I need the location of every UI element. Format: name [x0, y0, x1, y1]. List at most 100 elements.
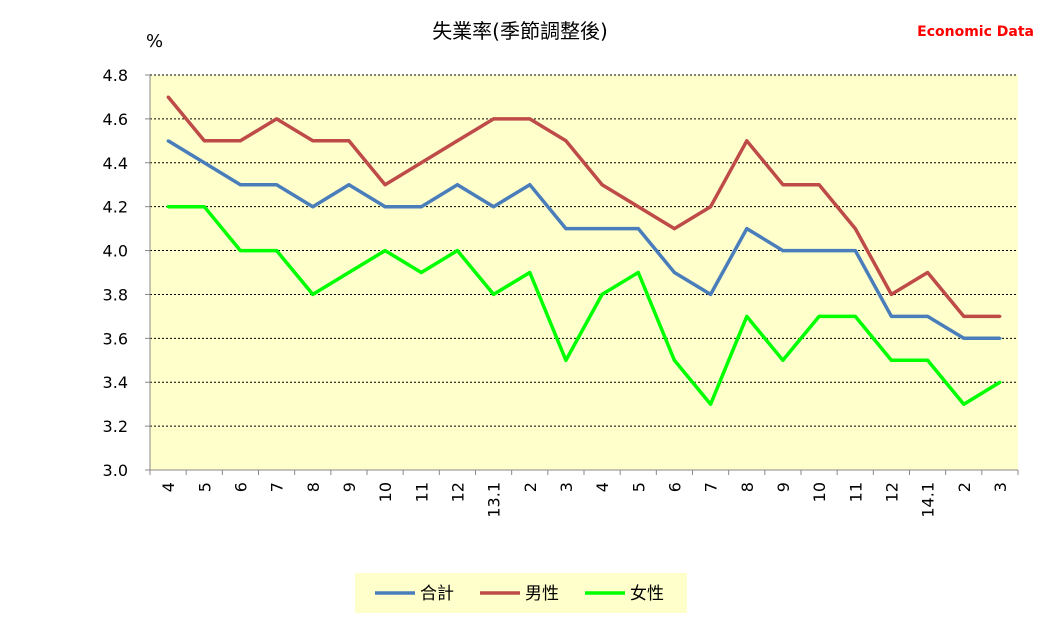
x-tick-label: 3	[557, 482, 576, 492]
data-point	[564, 139, 568, 143]
data-point	[781, 183, 785, 187]
data-point	[564, 358, 568, 362]
data-point	[998, 380, 1002, 384]
data-point	[166, 95, 170, 99]
x-tick-label: 9	[774, 482, 793, 492]
data-point	[166, 139, 170, 143]
data-point	[709, 402, 713, 406]
data-point	[962, 402, 966, 406]
data-point	[455, 139, 459, 143]
x-tick-label: 2	[955, 482, 974, 492]
plot-area	[150, 75, 1018, 470]
x-tick-label: 10	[810, 482, 829, 502]
x-tick-label: 10	[376, 482, 395, 502]
data-point	[455, 249, 459, 253]
data-point	[166, 205, 170, 209]
data-point	[962, 314, 966, 318]
data-point	[781, 358, 785, 362]
data-point	[998, 314, 1002, 318]
data-point	[817, 183, 821, 187]
data-point	[419, 271, 423, 274]
y-tick-label: 4.2	[103, 198, 128, 217]
data-point	[528, 271, 532, 274]
legend-label: 女性	[630, 584, 664, 604]
x-tick-label: 12	[448, 482, 467, 502]
data-point	[745, 314, 749, 318]
data-point	[455, 183, 459, 187]
data-point	[926, 314, 930, 318]
x-tick-label: 7	[702, 482, 721, 492]
data-point	[275, 117, 279, 121]
data-point	[817, 249, 821, 253]
data-point	[311, 292, 315, 296]
data-point	[889, 358, 893, 362]
data-point	[672, 358, 676, 362]
x-tick-label: 8	[738, 482, 757, 492]
data-point	[853, 314, 857, 318]
x-axis-ticks: 4 5 6 7 8 9 10 11 12 13.1 2 3 4 5 6 7 8 9 10 11 12 14.1 2 3	[149, 470, 1019, 518]
data-point	[492, 292, 496, 296]
data-point	[745, 227, 749, 231]
chart-title: 失業率(季節調整後)	[432, 19, 608, 43]
y-tick-label: 4.6	[103, 110, 128, 129]
y-tick-label: 3.8	[103, 285, 128, 304]
data-point	[492, 117, 496, 121]
data-point	[202, 139, 206, 143]
unit-label: %	[146, 31, 163, 52]
x-tick-label: 14.1	[919, 482, 938, 518]
data-point	[564, 227, 568, 231]
data-point	[600, 183, 604, 187]
data-point	[492, 205, 496, 209]
data-point	[238, 183, 242, 187]
x-tick-label: 6	[231, 482, 250, 492]
data-point	[709, 292, 713, 296]
series-lines	[166, 95, 1002, 406]
x-tick-label: 9	[340, 482, 359, 492]
data-point	[347, 139, 351, 143]
series-line-1	[166, 95, 1000, 319]
y-tick-label: 3.0	[103, 461, 128, 480]
data-point	[383, 249, 387, 253]
data-point	[926, 271, 930, 274]
y-tick-label: 3.2	[103, 417, 128, 436]
x-tick-label: 11	[412, 482, 431, 502]
data-point	[419, 205, 423, 209]
y-tick-label: 4.4	[103, 154, 128, 173]
legend: 合計 男性 女性	[355, 573, 687, 613]
data-point	[636, 271, 640, 274]
data-point	[745, 139, 749, 143]
x-tick-label: 13.1	[485, 482, 504, 518]
x-tick-label: 2	[521, 482, 540, 492]
y-tick-label: 4.8	[103, 66, 128, 85]
data-point	[383, 183, 387, 187]
x-tick-label: 7	[268, 482, 287, 492]
data-point	[238, 139, 242, 143]
data-point	[275, 183, 279, 187]
data-point	[347, 183, 351, 187]
data-point	[853, 249, 857, 253]
data-point	[672, 271, 676, 274]
x-tick-label: 4	[159, 482, 178, 492]
y-tick-label: 4.0	[103, 242, 128, 261]
data-point	[962, 336, 966, 340]
x-tick-label: 11	[846, 482, 865, 502]
data-point	[528, 183, 532, 187]
data-point	[419, 161, 423, 165]
data-point	[311, 205, 315, 209]
data-point	[636, 205, 640, 209]
source-label: Economic Data	[917, 24, 1034, 40]
data-point	[238, 249, 242, 253]
data-point	[600, 227, 604, 231]
data-point	[636, 227, 640, 231]
data-point	[383, 205, 387, 209]
x-tick-label: 5	[195, 482, 214, 492]
data-point	[853, 227, 857, 231]
series-line-2	[168, 204, 1001, 406]
data-point	[202, 205, 206, 209]
y-axis-ticks: 3.0 3.2 3.4 3.6 3.8 4.0 4.2 4.4 4.6 4.8	[103, 66, 150, 480]
data-point	[528, 117, 532, 121]
x-tick-label: 6	[665, 482, 684, 492]
data-point	[672, 227, 676, 231]
data-point	[202, 161, 206, 165]
